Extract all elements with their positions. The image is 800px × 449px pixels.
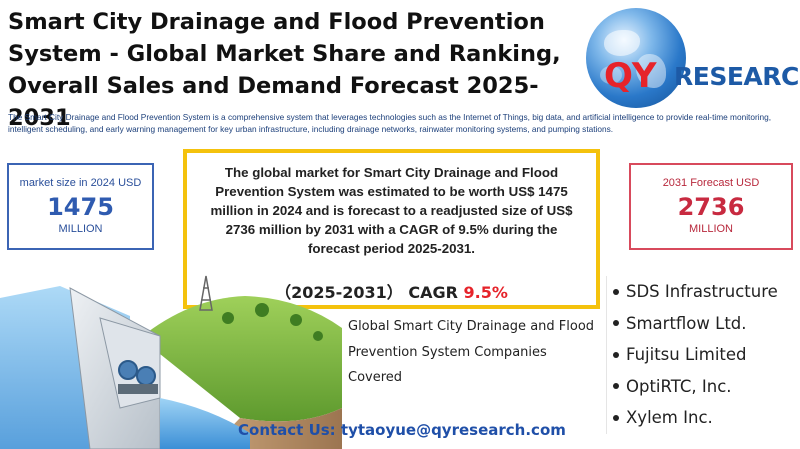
company-name: Xylem Inc. bbox=[626, 408, 713, 428]
companies-covered-label: Global Smart City Drainage and Flood Pre… bbox=[342, 310, 602, 426]
dam-with-turbines-icon bbox=[0, 275, 342, 449]
description: The Smart City Drainage and Flood Preven… bbox=[8, 112, 772, 134]
logo-research-text: RESEARCH bbox=[674, 62, 800, 91]
forecast-label: 2031 Forecast USD bbox=[662, 177, 760, 189]
qyresearch-logo: QY RESEARCH bbox=[582, 6, 800, 118]
cagr-value: 9.5% bbox=[463, 283, 508, 302]
summary-text: The global market for Smart City Drainag… bbox=[210, 165, 573, 256]
cagr-period: （2025-2031） bbox=[275, 283, 403, 302]
company-name: OptiRTC, Inc. bbox=[626, 376, 732, 396]
bullet-icon bbox=[613, 414, 619, 421]
report-title: Smart City Drainage and Flood Prevention… bbox=[8, 9, 561, 131]
forecast-value: 2736 bbox=[677, 193, 745, 221]
forecast-2031-box: 2031 Forecast USD 2736 MILLION bbox=[629, 163, 793, 250]
list-item: OptiRTC, Inc. bbox=[607, 371, 800, 403]
market-size-label: market size in 2024 USD bbox=[19, 177, 142, 189]
market-size-value: 1475 bbox=[47, 193, 114, 221]
list-item: SDS Infrastructure bbox=[607, 276, 800, 308]
company-name: Fujitsu Limited bbox=[626, 345, 747, 365]
bullet-icon bbox=[613, 383, 619, 390]
cagr-line: （2025-2031） CAGR 9.5% bbox=[187, 279, 596, 303]
market-size-2024-box: market size in 2024 USD 1475 MILLION bbox=[7, 163, 154, 250]
forecast-unit: MILLION bbox=[688, 223, 733, 235]
summary-box: The global market for Smart City Drainag… bbox=[183, 149, 600, 309]
company-name: Smartflow Ltd. bbox=[626, 313, 747, 333]
company-list: SDS Infrastructure Smartflow Ltd. Fujits… bbox=[606, 276, 800, 434]
logo-q-text: QY bbox=[604, 56, 657, 96]
cagr-label: CAGR bbox=[408, 283, 458, 302]
company-name: SDS Infrastructure bbox=[626, 282, 778, 302]
contact-email-link[interactable]: Contact Us: tytaoyue@qyresearch.com bbox=[238, 421, 566, 439]
list-item: Xylem Inc. bbox=[607, 402, 800, 434]
bullet-icon bbox=[613, 288, 619, 295]
bullet-icon bbox=[613, 320, 619, 327]
bullet-icon bbox=[613, 351, 619, 358]
market-size-unit: MILLION bbox=[58, 223, 103, 235]
list-item: Fujitsu Limited bbox=[607, 339, 800, 371]
globe-icon bbox=[586, 8, 686, 108]
list-item: Smartflow Ltd. bbox=[607, 308, 800, 340]
